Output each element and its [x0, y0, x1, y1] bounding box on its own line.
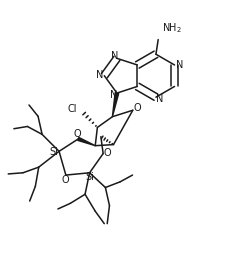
Polygon shape [112, 93, 118, 117]
Text: O: O [73, 129, 80, 139]
Polygon shape [77, 137, 95, 146]
Text: NH$_2$: NH$_2$ [162, 21, 181, 35]
Text: Si: Si [85, 172, 94, 182]
Text: Cl: Cl [67, 104, 77, 114]
Text: N: N [95, 70, 103, 80]
Text: N: N [109, 90, 117, 100]
Text: Si: Si [49, 147, 58, 157]
Text: O: O [133, 103, 141, 113]
Text: N: N [155, 94, 162, 104]
Text: O: O [61, 175, 68, 185]
Text: N: N [175, 60, 182, 70]
Text: O: O [103, 148, 110, 158]
Text: N: N [110, 51, 118, 61]
